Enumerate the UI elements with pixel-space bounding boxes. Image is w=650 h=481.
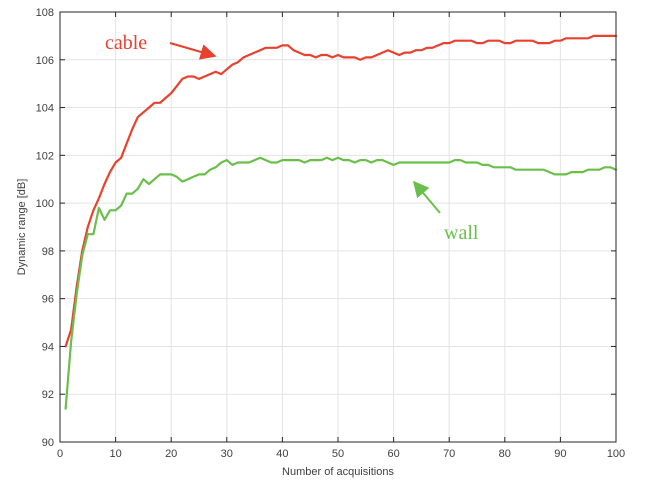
y-tick-label: 106 — [36, 55, 54, 67]
x-tick-label: 30 — [221, 448, 233, 460]
series-line-cable — [64, 34, 618, 348]
tick-labels: 0 10 20 30 40 50 60 70 80 90 100 90 92 94 96 98 100 102 10… — [36, 7, 626, 460]
annotation-label-wall: wall — [444, 222, 479, 244]
y-tick-label: 104 — [36, 103, 54, 115]
x-axis-label: Number of acquisitions — [282, 466, 394, 478]
y-tick-label: 90 — [42, 437, 54, 449]
annotation-label-cable: cable — [105, 32, 147, 54]
tick-marks — [59, 11, 617, 443]
grid-lines — [60, 12, 616, 442]
x-tick-label: 0 — [57, 448, 63, 460]
annotation-wall: wall — [412, 180, 479, 244]
x-tick-label: 60 — [387, 448, 399, 460]
annotation-arrow-wall — [412, 180, 441, 214]
x-tick-label: 90 — [554, 448, 566, 460]
x-tick-label: 100 — [607, 448, 625, 460]
y-tick-label: 98 — [42, 246, 54, 258]
y-tick-label: 100 — [36, 198, 54, 210]
x-tick-label: 80 — [499, 448, 511, 460]
x-tick-label: 20 — [165, 448, 177, 460]
series-layer — [64, 34, 618, 410]
y-tick-label: 108 — [36, 7, 54, 19]
y-tick-label: 96 — [42, 294, 54, 306]
x-tick-label: 10 — [109, 448, 121, 460]
series-line-wall — [64, 156, 618, 410]
y-tick-label: 102 — [36, 150, 54, 162]
y-tick-label: 94 — [42, 341, 54, 353]
annotation-cable: cable — [105, 32, 217, 60]
x-tick-label: 40 — [276, 448, 288, 460]
x-tick-label: 70 — [443, 448, 455, 460]
y-axis-label: Dynamic range [dB] — [16, 179, 28, 276]
y-tick-label: 92 — [42, 389, 54, 401]
x-tick-label: 50 — [332, 448, 344, 460]
annotation-arrow-cable — [169, 42, 217, 60]
